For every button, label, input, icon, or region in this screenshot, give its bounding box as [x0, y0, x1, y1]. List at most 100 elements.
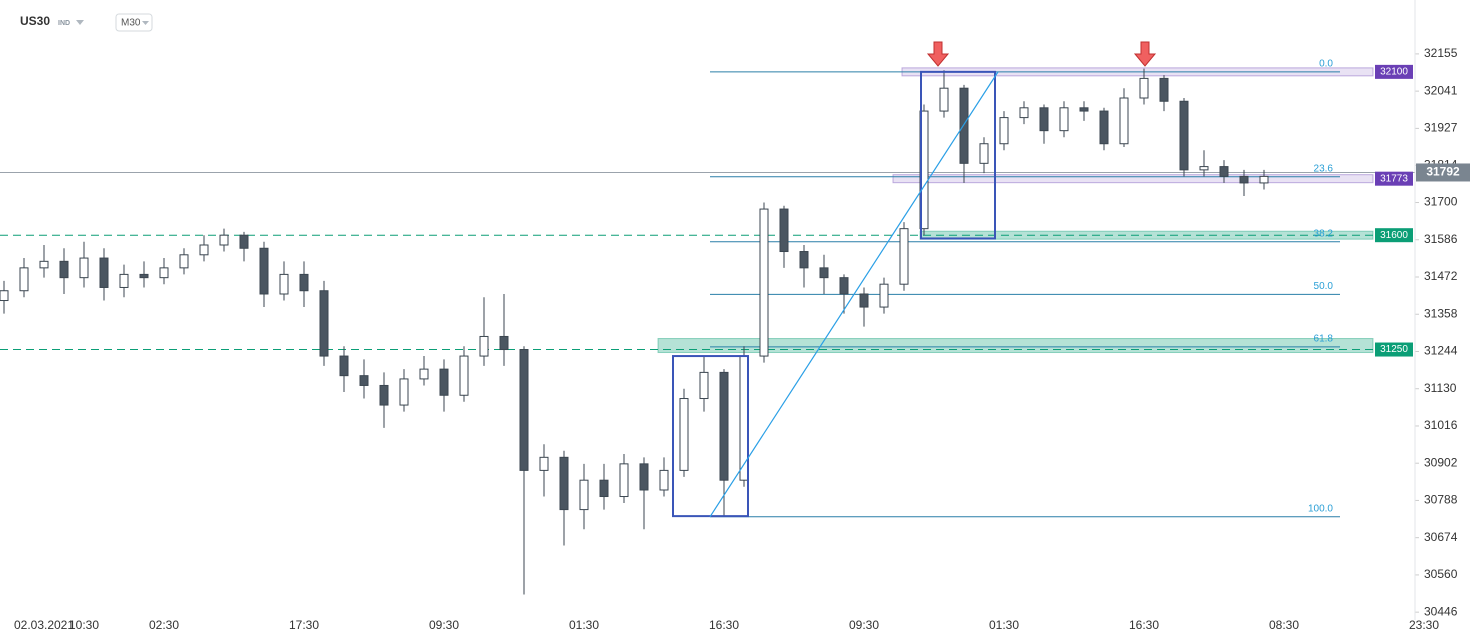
trend-line [709, 71, 999, 518]
candle-body [719, 371, 729, 481]
x-tick-label: 01:30 [989, 618, 1019, 632]
candle-body [119, 273, 129, 288]
candle-body [439, 368, 449, 396]
arrow-marker [926, 41, 950, 67]
last-price-label: 31792 [1426, 165, 1460, 179]
level-tag-label: 32100 [1380, 67, 1408, 78]
y-tick-label: 31016 [1424, 418, 1458, 432]
x-tick-label: 01:30 [569, 618, 599, 632]
candle-body [199, 244, 209, 256]
candle-body [839, 277, 849, 295]
candle-body [59, 260, 69, 279]
y-tick-label: 30560 [1424, 567, 1458, 581]
x-tick-label: 02.03.2021 [14, 618, 74, 632]
candle-body [679, 398, 689, 471]
candle-body [499, 335, 509, 351]
fib-label: 0.0 [1319, 59, 1333, 70]
candle-body [99, 257, 109, 288]
candle-body [1079, 107, 1089, 112]
candle-body [1119, 97, 1129, 145]
x-tick-label: 08:30 [1269, 618, 1299, 632]
fib-label: 61.8 [1314, 334, 1334, 345]
interval: M30 [121, 18, 141, 29]
y-tick-label: 32155 [1424, 46, 1458, 60]
candle-body [1239, 175, 1249, 184]
candle-body [379, 384, 389, 406]
fib-label: 23.6 [1314, 163, 1334, 174]
candle-body [659, 469, 669, 491]
candle-body [579, 479, 589, 511]
candle-body [759, 208, 769, 357]
x-tick-label: 10:30 [69, 618, 99, 632]
candle-body [159, 267, 169, 279]
last-price-tag [1416, 163, 1470, 182]
candle-body [979, 143, 989, 164]
level-tag [1375, 64, 1413, 79]
candle-body [359, 375, 369, 386]
candle-body [259, 247, 269, 295]
candle-body [799, 251, 809, 269]
candle-body [179, 254, 189, 269]
candle-body [1099, 110, 1109, 145]
axes: 3215532041319273181431700315863147231358… [14, 0, 1470, 632]
candle-body [239, 234, 249, 249]
candle-body [1219, 166, 1229, 177]
candle-body [599, 479, 609, 498]
x-tick-label: 09:30 [849, 618, 879, 632]
candle-body [959, 87, 969, 164]
candle-body [79, 257, 89, 279]
candle-body [479, 335, 489, 357]
candle-body [139, 273, 149, 279]
candle-body [19, 267, 29, 292]
candle-body [1159, 77, 1169, 102]
candle-body [39, 260, 49, 269]
fib-label: 100.0 [1308, 503, 1333, 514]
candle-body [1039, 107, 1049, 132]
candle-body [1059, 107, 1069, 132]
candle-body [0, 290, 9, 302]
level-zone [892, 174, 1374, 184]
candle-body [739, 355, 749, 481]
y-tick-label: 31358 [1424, 306, 1458, 320]
level-tag [1375, 342, 1413, 357]
candle-body [879, 283, 889, 308]
candle-body [299, 273, 309, 292]
candle-body [459, 355, 469, 396]
level-tag [1375, 228, 1413, 243]
level-tag-label: 31773 [1380, 173, 1408, 184]
y-tick-label: 31244 [1424, 344, 1458, 358]
arrows [926, 41, 1157, 67]
y-tick-label: 31586 [1424, 232, 1458, 246]
candle-body [1259, 175, 1269, 184]
market: IND [58, 20, 70, 27]
x-tick-label: 02:30 [149, 618, 179, 632]
fib-label: 50.0 [1314, 281, 1334, 292]
x-tick-label: 09:30 [429, 618, 459, 632]
candle-body [319, 290, 329, 357]
candle-body [899, 228, 909, 285]
arrow-marker [1133, 41, 1157, 67]
interval-button[interactable] [115, 13, 153, 32]
y-tick-label: 31472 [1424, 269, 1458, 283]
symbol: US30 [20, 14, 50, 28]
candle-body [1019, 107, 1029, 119]
level-tag-label: 31250 [1380, 344, 1408, 355]
zones: 0.0 23.6 38.2 50.0 61.8 100.0 [0, 59, 1415, 518]
x-tick-label: 23:30 [1409, 618, 1439, 632]
y-tick-label: 32041 [1424, 83, 1458, 97]
candle-body [619, 463, 629, 498]
y-tick-label: 30674 [1424, 530, 1458, 544]
dropdown-icon[interactable] [76, 20, 84, 25]
candle-body [699, 371, 709, 400]
fib-label: 38.2 [1314, 228, 1334, 239]
candle-body [519, 349, 529, 471]
candle-body [859, 293, 869, 308]
level-tag-label: 31600 [1380, 230, 1408, 241]
y-tick-label: 30446 [1424, 604, 1458, 618]
candle-body [539, 456, 549, 471]
candle-body [219, 234, 229, 246]
candle-body [399, 378, 409, 406]
range-box [920, 70, 996, 240]
